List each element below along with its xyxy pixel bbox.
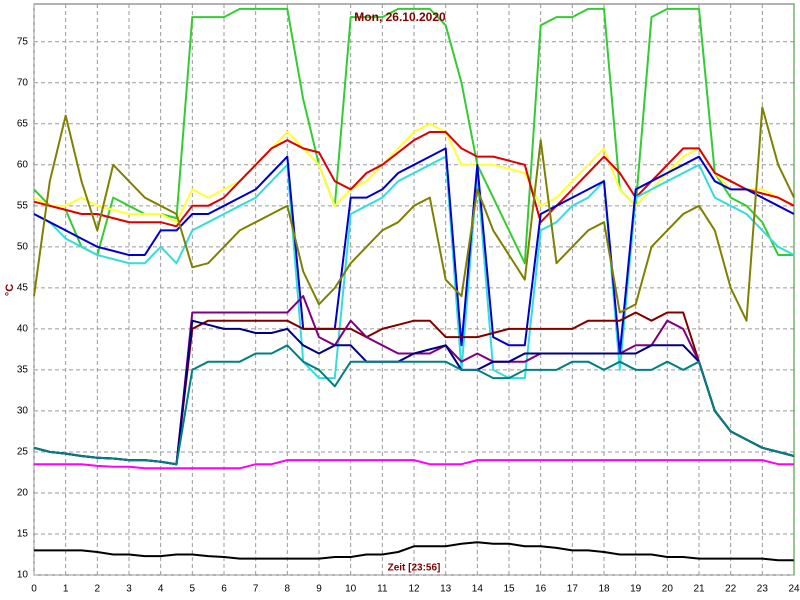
x-tick-label: 13 — [440, 584, 452, 595]
x-tick-label: 3 — [126, 584, 132, 595]
y-axis-label: °C — [4, 284, 16, 296]
y-tick-label: 75 — [17, 36, 29, 47]
x-tick-label: 16 — [535, 584, 547, 595]
x-tick-label: 10 — [345, 584, 357, 595]
y-tick-label: 55 — [17, 200, 29, 211]
y-tick-label: 65 — [17, 118, 29, 129]
x-tick-label: 17 — [567, 584, 579, 595]
series-line — [33, 131, 795, 228]
y-tick-label: 30 — [17, 406, 29, 417]
x-tick-label: 24 — [788, 584, 800, 595]
y-tick-label: 70 — [17, 77, 29, 88]
x-tick-label: 5 — [190, 584, 196, 595]
x-tick-label: 23 — [757, 584, 769, 595]
series-line — [33, 155, 795, 380]
x-tick-label: 20 — [662, 584, 674, 595]
y-tick-label: 60 — [17, 159, 29, 170]
x-tick-label: 4 — [158, 584, 164, 595]
series-line — [33, 106, 795, 322]
lines — [33, 7, 795, 562]
x-tick-label: 21 — [693, 584, 705, 595]
y-tick-label: 45 — [17, 282, 29, 293]
x-tick-label: 22 — [725, 584, 737, 595]
series-line — [34, 541, 794, 562]
x-tick-label: 1 — [63, 584, 69, 595]
series-line — [34, 459, 794, 470]
x-tick-label: 2 — [95, 584, 101, 595]
x-axis-label: Zeit [23:56] — [388, 563, 441, 574]
grid — [33, 4, 795, 576]
x-tick-label: 15 — [503, 584, 515, 595]
x-tick-label: 14 — [472, 584, 484, 595]
y-tick-label: 25 — [17, 447, 29, 458]
y-tick-label: 40 — [17, 324, 29, 335]
x-tick-label: 7 — [253, 584, 259, 595]
x-tick-label: 12 — [408, 584, 420, 595]
x-tick-label: 18 — [598, 584, 610, 595]
y-tick-label: 20 — [17, 488, 29, 499]
x-tick-label: 9 — [316, 584, 322, 595]
chart-title: Mon, 26.10.2020 — [354, 10, 446, 24]
x-tick-label: 19 — [630, 584, 642, 595]
y-tick-label: 35 — [17, 365, 29, 376]
y-tick-label: 50 — [17, 241, 29, 252]
x-tick-label: 0 — [31, 584, 37, 595]
series-line — [33, 344, 795, 466]
x-tick-label: 11 — [377, 584, 388, 595]
y-tick-label: 10 — [17, 570, 29, 581]
x-tick-label: 8 — [285, 584, 291, 595]
series-line — [33, 147, 795, 355]
y-tick-label: 15 — [17, 529, 29, 540]
x-tick-label: 6 — [221, 584, 227, 595]
